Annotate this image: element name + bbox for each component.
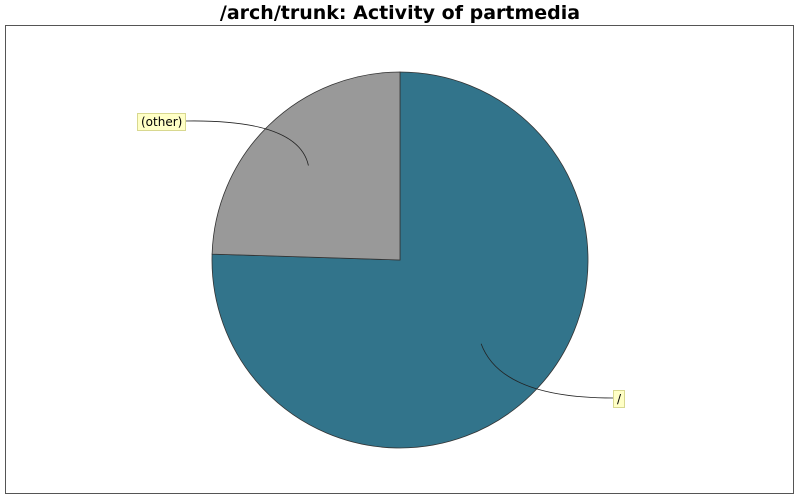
pie-slice-other: [211, 71, 401, 261]
slice-label: (other): [137, 113, 187, 131]
slice-label: /: [613, 390, 626, 408]
chart-title: /arch/trunk: Activity of partmedia: [219, 2, 581, 24]
leader-line: [184, 120, 309, 166]
leader-line: [480, 343, 614, 399]
